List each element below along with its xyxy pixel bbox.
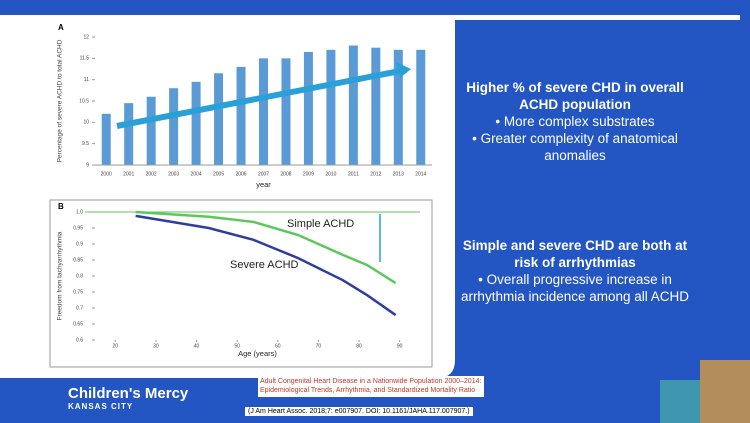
panel-label: A [58, 23, 64, 32]
citation-title: Adult Congenital Heart Disease in a Nati… [258, 376, 484, 397]
x-tick-label: 2002 [146, 171, 157, 177]
bar [348, 45, 358, 165]
decor [700, 360, 750, 423]
heading: Higher % of severe CHD in overall ACHD p… [466, 80, 684, 112]
y-tick-label: 0.65 [73, 321, 83, 327]
bar [326, 49, 336, 165]
x-tick-label: 2001 [123, 171, 134, 177]
logo: Children's Mercy KANSAS CITY [68, 385, 188, 411]
y-tick-label: 11.5 [80, 56, 90, 62]
x-tick-label: 50 [234, 343, 240, 349]
y-axis-label: Freedom from tachyarrhythmia [57, 231, 64, 320]
y-tick-label: 0.6 [76, 337, 83, 343]
x-tick-label: 2014 [415, 171, 426, 177]
bar [416, 49, 426, 165]
x-tick-label: 2004 [191, 171, 202, 177]
bar [393, 49, 403, 165]
x-tick-label: 80 [356, 343, 362, 349]
x-tick-label: 30 [153, 343, 159, 349]
y-tick-label: 12 [83, 34, 89, 40]
x-tick-label: 2013 [393, 171, 404, 177]
y-tick-label: 1.0 [76, 209, 83, 215]
arrowhead [396, 62, 411, 78]
panel-label: B [58, 202, 64, 211]
bar [124, 103, 134, 165]
x-axis-label: year [256, 180, 271, 189]
x-tick-label: 2007 [258, 171, 269, 177]
y-tick-label: 0.8 [76, 273, 83, 279]
y-tick-label: 10 [83, 120, 89, 126]
x-axis-label: Age (years) [238, 349, 277, 358]
bar [191, 81, 201, 165]
y-tick-label: 0.7 [76, 305, 83, 311]
bar [214, 73, 224, 165]
x-tick-label: 2008 [280, 171, 291, 177]
y-tick-label: 9.5 [82, 141, 89, 147]
logo-city: KANSAS CITY [68, 402, 134, 411]
panel-b [49, 199, 433, 368]
x-tick-label: 40 [194, 343, 200, 349]
x-tick-label: 2005 [213, 171, 224, 177]
bullet: Overall progressive increase in arrhythm… [460, 271, 690, 305]
bar [281, 58, 291, 166]
bullet: More complex substrates [455, 113, 695, 130]
bar [169, 88, 179, 165]
y-tick-label: 9 [86, 162, 89, 168]
decor [660, 380, 700, 423]
y-tick-label: 0.95 [73, 225, 83, 231]
bar [101, 113, 111, 165]
trend-arrow [116, 68, 401, 129]
bar [146, 96, 156, 165]
annotation: Severe ACHD [230, 259, 299, 271]
x-tick-label: 2000 [101, 171, 112, 177]
bar [236, 66, 246, 165]
text-block-1: Higher % of severe CHD in overall ACHD p… [455, 79, 695, 164]
heading: Simple and severe CHD are both at risk o… [462, 238, 688, 270]
x-tick-label: 2003 [168, 171, 179, 177]
bar [259, 58, 268, 166]
series-line [135, 214, 397, 317]
x-tick-label: 70 [316, 343, 322, 349]
x-tick-label: 90 [397, 343, 403, 349]
y-tick-label: 10.5 [79, 98, 89, 104]
series-line [135, 210, 397, 285]
x-tick-label: 2009 [303, 171, 314, 177]
x-tick-label: 60 [275, 343, 281, 349]
bar [303, 51, 313, 165]
bar [371, 47, 381, 165]
x-tick-label: 2006 [235, 171, 246, 177]
y-tick-label: 0.75 [73, 289, 83, 295]
x-tick-label: 2011 [348, 171, 359, 177]
x-tick-label: 2012 [370, 171, 381, 177]
logo-name: Children's Mercy [68, 385, 189, 402]
x-tick-label: 20 [113, 343, 119, 349]
citation-ref: (J Am Heart Assoc. 2018;7: e007907. DOI:… [245, 407, 473, 416]
y-tick-label: 0.85 [73, 257, 83, 263]
annotation: Simple ACHD [287, 218, 354, 230]
text-block-2: Simple and severe CHD are both at risk o… [460, 237, 690, 305]
y-tick-label: 11 [84, 77, 89, 83]
y-axis-label: Percentage of severe ACHD to total ACHD [57, 39, 64, 162]
bullet: Greater complexity of anatomical anomali… [455, 130, 695, 164]
y-tick-label: 0.9 [76, 241, 83, 247]
x-tick-label: 2010 [325, 171, 336, 177]
